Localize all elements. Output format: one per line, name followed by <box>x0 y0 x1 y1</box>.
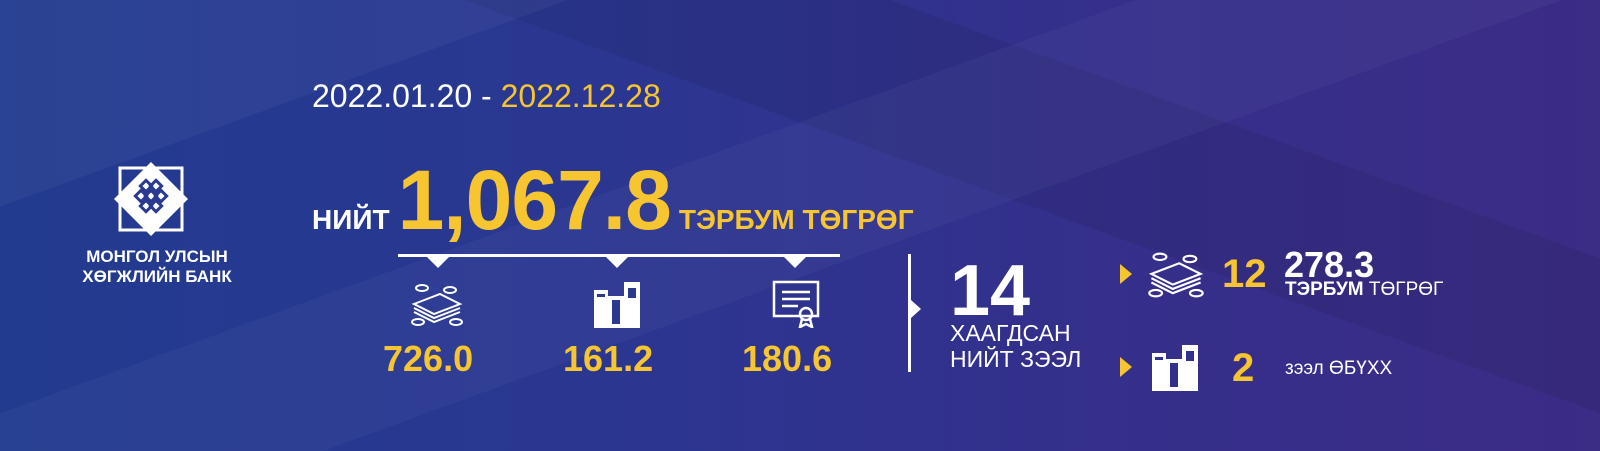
closed-loans-count: 14 <box>950 251 1031 331</box>
certificate-icon <box>772 280 820 328</box>
date-separator: - <box>472 78 501 114</box>
closed-label-line1: ХААГДСАН <box>950 320 1071 346</box>
arrow-icon <box>1120 264 1132 284</box>
closed-loans-label: ХААГДСАН НИЙТ ЗЭЭЛ <box>950 320 1081 372</box>
total-unit: ТЭРБУМ ТӨГРӨГ <box>678 204 914 235</box>
total-amount: НИЙТ 1,067.8 ТЭРБУМ ТӨГРӨГ <box>312 152 914 249</box>
buildings-icon <box>1152 345 1198 391</box>
end-date: 2022.12.28 <box>500 78 661 114</box>
detail-count: 2 <box>1232 346 1255 390</box>
money-icon <box>411 284 463 326</box>
divider-line <box>398 254 840 257</box>
buildings-icon <box>594 282 640 328</box>
total-label: НИЙТ <box>312 204 390 235</box>
breakdown-value: 180.6 <box>742 338 833 379</box>
money-icon <box>1148 252 1204 298</box>
detail-amount: 278.3 <box>1284 244 1375 285</box>
arrow-icon <box>1120 357 1132 377</box>
pointer-icon <box>426 256 450 268</box>
total-value: 1,067.8 <box>397 153 672 247</box>
pointer-icon <box>605 256 629 268</box>
bank-name-line1: МОНГОЛ УЛСЫН <box>86 247 228 266</box>
date-range: 2022.01.20 - 2022.12.28 <box>312 78 661 115</box>
closed-label-line2: НИЙТ ЗЭЭЛ <box>950 346 1082 372</box>
pointer-icon <box>911 300 921 318</box>
start-date: 2022.01.20 <box>312 78 473 114</box>
bank-name-line2: ХӨГЖЛИЙН БАНК <box>82 267 232 286</box>
bank-logo-icon <box>114 162 188 236</box>
breakdown-value: 726.0 <box>383 338 474 379</box>
unit-bold: ТЭРБУМ <box>1285 279 1364 300</box>
detail-label: зээл ӨБҮХХ <box>1285 358 1393 379</box>
breakdown-value: 161.2 <box>563 338 654 379</box>
pointer-icon <box>783 256 807 268</box>
detail-unit: ТЭРБУМ ТӨГРӨГ <box>1285 279 1443 301</box>
bank-name: МОНГОЛ УЛСЫН ХӨГЖЛИЙН БАНК <box>72 247 242 287</box>
vertical-divider <box>908 254 911 372</box>
detail-count: 12 <box>1222 252 1267 296</box>
unit-text: ТӨГРӨГ <box>1363 279 1444 300</box>
